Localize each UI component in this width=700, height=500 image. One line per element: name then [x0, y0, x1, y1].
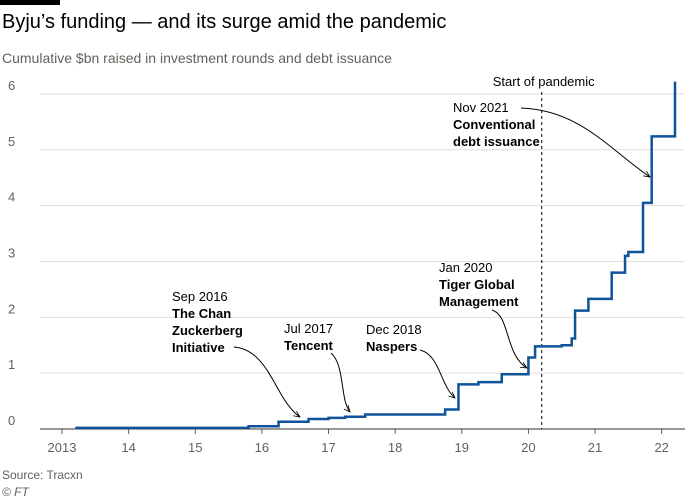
x-tick-label: 2013: [48, 440, 77, 455]
annotation-arrow: [330, 352, 350, 412]
x-tick-label: 22: [654, 440, 668, 455]
annotation-name: Tencent: [284, 338, 334, 353]
annotation-name: Management: [439, 294, 519, 309]
annotation-name: The Chan: [172, 306, 231, 321]
annotation-date: Dec 2018: [366, 322, 422, 337]
brand-bar: [0, 0, 60, 5]
y-tick-label: 0: [8, 413, 15, 428]
pandemic-label: Start of pandemic: [493, 74, 595, 89]
x-tick-label: 16: [255, 440, 269, 455]
step-line: [75, 81, 677, 430]
y-tick-label: 2: [8, 301, 15, 316]
annotation-date: Jan 2020: [439, 260, 493, 275]
annotation-name: debt issuance: [453, 134, 540, 149]
x-tick-label: 20: [521, 440, 535, 455]
x-tick-label: 18: [388, 440, 402, 455]
annotation-arrow: [520, 107, 650, 177]
chart-subtitle: Cumulative $bn raised in investment roun…: [2, 50, 392, 66]
x-tick-label: 21: [588, 440, 602, 455]
y-tick-label: 3: [8, 245, 15, 260]
y-tick-label: 6: [8, 78, 15, 93]
source: Source: Tracxn: [2, 468, 83, 482]
annotation-date: Jul 2017: [284, 321, 333, 336]
x-tick-label: 15: [188, 440, 202, 455]
annotation-date: Sep 2016: [172, 289, 228, 304]
x-tick-label: 14: [121, 440, 135, 455]
x-tick-label: 17: [321, 440, 335, 455]
credit: © FT: [2, 485, 31, 499]
annotation-arrow: [419, 349, 455, 398]
annotation-name: Naspers: [366, 339, 417, 354]
annotation-arrow: [491, 309, 527, 368]
annotations: Sep 2016 The Chan Zuckerberg Initiative …: [172, 100, 650, 417]
annotation-name: Conventional: [453, 117, 535, 132]
annotation-arrow: [233, 346, 300, 417]
y-tick-label: 4: [8, 190, 15, 205]
annotation-name: Initiative: [172, 340, 225, 355]
chart-title: Byju’s funding — and its surge amid the …: [2, 11, 446, 33]
x-tick-label: 19: [455, 440, 469, 455]
annotation-date: Nov 2021: [453, 100, 509, 115]
plot-area: 0 1 2 3 4 5 6 2013 14 15 16 17 18 19 20 21 22 Start of pa…: [8, 74, 685, 455]
annotation-name: Tiger Global: [439, 277, 515, 292]
y-tick-label: 1: [8, 357, 15, 372]
annotation-name: Zuckerberg: [172, 323, 243, 338]
y-tick-label: 5: [8, 134, 15, 149]
